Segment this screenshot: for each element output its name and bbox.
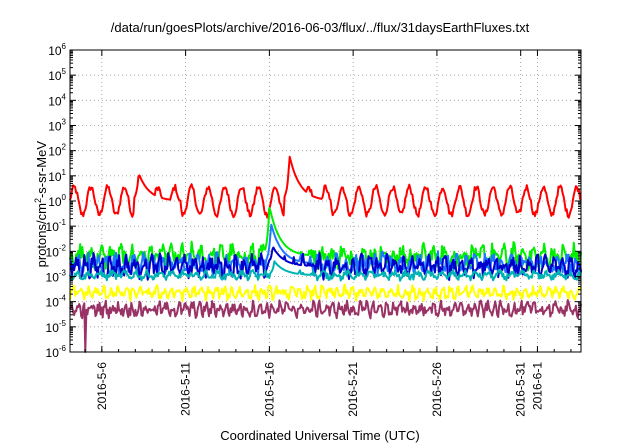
y-tick-exponent: 5: [62, 67, 67, 76]
series-line-4: [69, 260, 582, 282]
tick-layer: 10-610-510-410-310-210-11001011021031041…: [46, 42, 581, 417]
y-axis-label: protons/cm2-s-sr-MeV: [32, 140, 50, 268]
y-tick-label: 105: [48, 67, 66, 83]
y-tick-exponent: -5: [59, 319, 67, 328]
series-line-0: [69, 155, 582, 219]
series-layer: [69, 155, 582, 353]
y-tick-exponent: 3: [62, 118, 67, 127]
series-line-3: [69, 246, 582, 281]
series-line-5: [69, 283, 582, 302]
y-tick-exponent: -1: [59, 218, 67, 227]
y-tick-label: 10-6: [46, 344, 67, 360]
y-tick-exponent: -6: [59, 344, 67, 353]
y-tick-exponent: -3: [59, 269, 67, 278]
y-tick-exponent: -4: [59, 294, 67, 303]
x-tick-label: 2016-5-11: [179, 362, 193, 416]
y-tick-exponent: 4: [62, 92, 67, 101]
y-tick-exponent: 2: [62, 143, 67, 152]
x-tick-label: 2016-5-16: [262, 362, 276, 417]
y-tick-exponent: 0: [62, 193, 67, 202]
y-tick-exponent: -2: [59, 243, 67, 252]
x-tick-label: 2016-5-21: [346, 362, 360, 417]
x-tick-label: 2016-5-6: [95, 362, 109, 410]
y-tick-label: 106: [48, 42, 66, 58]
series-line-6: [69, 299, 582, 353]
series-line-2: [69, 223, 582, 277]
chart-title: /data/run/goesPlots/archive/2016-06-03/f…: [110, 20, 530, 35]
y-tick-label: 103: [48, 118, 66, 134]
y-tick-label: 10-5: [46, 319, 67, 335]
y-tick-label: 104: [48, 92, 66, 108]
y-tick-label: 102: [48, 143, 66, 159]
x-tick-label: 2016-5-31: [514, 362, 528, 417]
series-line-1: [69, 207, 582, 273]
x-tick-label: 2016-6-1: [530, 362, 544, 410]
x-axis-label: Coordinated Universal Time (UTC): [220, 428, 420, 443]
y-tick-label: 101: [48, 168, 66, 184]
y-tick-exponent: 6: [62, 42, 67, 51]
x-tick-label: 2016-5-26: [430, 362, 444, 417]
y-tick-label: 100: [48, 193, 66, 209]
y-tick-exponent: 1: [62, 168, 67, 177]
